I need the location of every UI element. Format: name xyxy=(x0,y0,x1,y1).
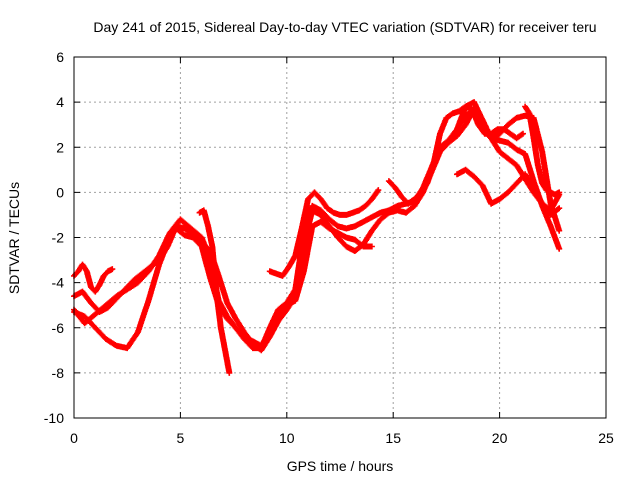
y-tick-label: -2 xyxy=(52,230,65,246)
x-tick-label: 25 xyxy=(598,430,614,446)
y-tick-label: -10 xyxy=(44,410,64,426)
y-tick-label: 0 xyxy=(56,184,64,200)
series-markers xyxy=(266,187,382,279)
x-tick-label: 5 xyxy=(177,430,185,446)
series-track-1 xyxy=(71,105,563,352)
y-tick-label: 2 xyxy=(56,139,64,155)
series-track-9 xyxy=(454,99,563,234)
series-track-5 xyxy=(71,261,116,295)
series-markers xyxy=(196,207,233,376)
x-axis-label: GPS time / hours xyxy=(287,458,394,474)
chart-title: Day 241 of 2015, Sidereal Day-to-day VTE… xyxy=(93,19,596,35)
series-track-10 xyxy=(522,103,563,198)
y-tick-label: -6 xyxy=(52,320,65,336)
x-tick-label: 20 xyxy=(492,430,508,446)
series-track-4 xyxy=(196,207,233,376)
axis-tick-labels: 0 5 10 15 20 25 -10 -8 -6 -4 -2 0 2 4 6 xyxy=(44,49,614,446)
x-tick-label: 0 xyxy=(70,430,78,446)
x-tick-label: 15 xyxy=(385,430,401,446)
y-tick-label: -8 xyxy=(52,365,65,381)
series-markers xyxy=(71,261,116,295)
y-tick-label: 6 xyxy=(56,49,64,65)
axis-ticks xyxy=(73,56,607,419)
series-track-6 xyxy=(266,187,382,279)
x-tick-label: 10 xyxy=(279,430,295,446)
series-markers xyxy=(71,105,563,352)
y-axis-label: SDTVAR / TECUs xyxy=(6,182,22,294)
y-tick-label: 4 xyxy=(56,94,64,110)
y-tick-label: -4 xyxy=(52,275,65,291)
